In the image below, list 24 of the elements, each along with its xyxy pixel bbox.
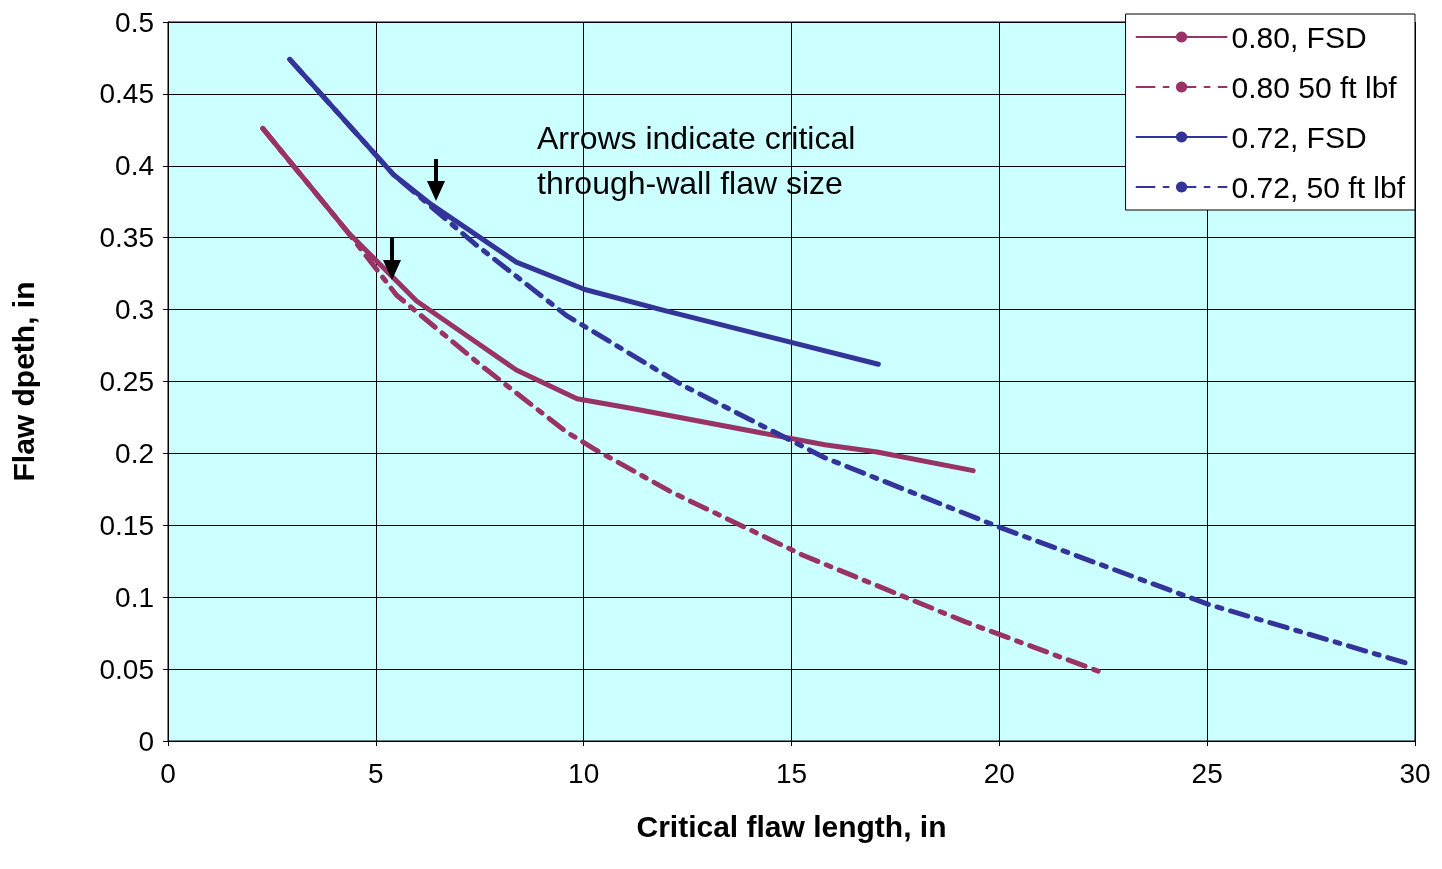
y-tick-label: 0.45 <box>99 78 154 110</box>
legend-label: 0.72, FSD <box>1231 120 1367 154</box>
y-tick-label: 0.5 <box>115 6 154 38</box>
x-tick-label: 5 <box>368 757 384 789</box>
legend-label: 0.80 50 ft lbf <box>1231 70 1398 104</box>
y-axis-title: Flaw dpeth, in <box>6 281 40 482</box>
x-tick-label: 30 <box>1399 757 1431 789</box>
x-tick-label: 20 <box>983 757 1015 789</box>
y-tick-label: 0.1 <box>115 581 154 613</box>
y-tick-label: 0.4 <box>115 150 154 182</box>
legend-label: 0.80, FSD <box>1231 20 1367 54</box>
x-tick-label: 25 <box>1191 757 1223 789</box>
y-tick-label: 0.15 <box>99 509 154 541</box>
y-tick-label: 0.3 <box>115 294 154 326</box>
y-tick-label: 0.35 <box>99 222 154 254</box>
legend-label: 0.72, 50 ft lbf <box>1231 170 1406 204</box>
y-tick-label: 0.25 <box>99 366 154 397</box>
x-tick-label: 15 <box>775 757 808 789</box>
x-tick-label: 10 <box>568 757 600 789</box>
y-tick-label: 0 <box>138 725 154 757</box>
y-tick-label: 0.2 <box>115 437 154 469</box>
x-tick-label: 0 <box>160 757 176 789</box>
x-axis-title: Critical flaw length, in <box>636 809 947 843</box>
y-tick-label: 0.05 <box>99 653 154 685</box>
